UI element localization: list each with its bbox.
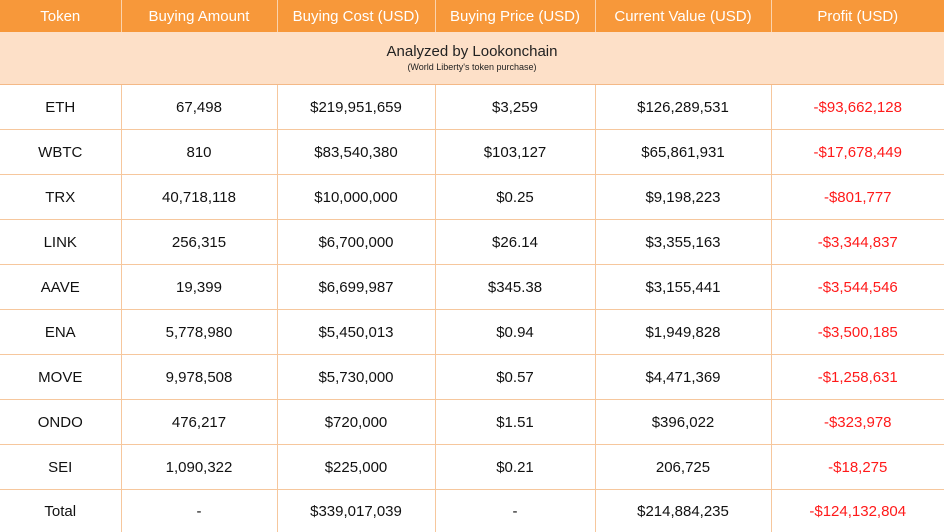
cell-current-value: $4,471,369 <box>595 355 771 400</box>
cell-token: TRX <box>0 175 121 220</box>
cell-buying-price: $0.94 <box>435 310 595 355</box>
cell-profit: -$801,777 <box>771 175 944 220</box>
cell-current-value: $9,198,223 <box>595 175 771 220</box>
cell-buying-amount: 67,498 <box>121 85 277 130</box>
cell-current-value: $1,949,828 <box>595 310 771 355</box>
cell-buying-amount: 40,718,118 <box>121 175 277 220</box>
cell-buying-cost: $6,700,000 <box>277 220 435 265</box>
cell-profit: -$3,344,837 <box>771 220 944 265</box>
cell-buying-amount: 810 <box>121 130 277 175</box>
cell-buying-amount: 1,090,322 <box>121 445 277 490</box>
cell-profit: -$17,678,449 <box>771 130 944 175</box>
cell-buying-price: $0.21 <box>435 445 595 490</box>
column-header-profit: Profit (USD) <box>771 0 944 32</box>
total-row: Total-$339,017,039-$214,884,235-$124,132… <box>0 490 944 532</box>
cell-buying-price: $103,127 <box>435 130 595 175</box>
cell-buying-price: $3,259 <box>435 85 595 130</box>
cell-buying-price: $0.57 <box>435 355 595 400</box>
table-body: Analyzed by Lookonchain (World Liberty's… <box>0 32 944 532</box>
cell-current-value: $3,355,163 <box>595 220 771 265</box>
cell-buying-price: - <box>435 490 595 532</box>
cell-buying-cost: $5,450,013 <box>277 310 435 355</box>
cell-profit: -$3,500,185 <box>771 310 944 355</box>
cell-profit: -$18,275 <box>771 445 944 490</box>
cell-buying-price: $26.14 <box>435 220 595 265</box>
cell-current-value: 206,725 <box>595 445 771 490</box>
cell-profit: -$93,662,128 <box>771 85 944 130</box>
cell-token: ETH <box>0 85 121 130</box>
cell-buying-cost: $10,000,000 <box>277 175 435 220</box>
cell-buying-price: $345.38 <box>435 265 595 310</box>
column-header-current-value: Current Value (USD) <box>595 0 771 32</box>
banner-title: Analyzed by Lookonchain <box>0 43 944 61</box>
cell-buying-amount: 9,978,508 <box>121 355 277 400</box>
cell-profit: -$323,978 <box>771 400 944 445</box>
cell-buying-cost: $83,540,380 <box>277 130 435 175</box>
column-header-token: Token <box>0 0 121 32</box>
cell-buying-amount: 5,778,980 <box>121 310 277 355</box>
cell-current-value: $126,289,531 <box>595 85 771 130</box>
cell-token: MOVE <box>0 355 121 400</box>
cell-profit: -$3,544,546 <box>771 265 944 310</box>
cell-token: WBTC <box>0 130 121 175</box>
cell-token: ONDO <box>0 400 121 445</box>
column-header-buying-price: Buying Price (USD) <box>435 0 595 32</box>
cell-current-value: $65,861,931 <box>595 130 771 175</box>
cell-buying-cost: $720,000 <box>277 400 435 445</box>
cell-buying-cost: $339,017,039 <box>277 490 435 532</box>
column-header-buying-cost: Buying Cost (USD) <box>277 0 435 32</box>
cell-token: LINK <box>0 220 121 265</box>
cell-profit: -$1,258,631 <box>771 355 944 400</box>
cell-current-value: $3,155,441 <box>595 265 771 310</box>
cell-current-value: $396,022 <box>595 400 771 445</box>
cell-profit: -$124,132,804 <box>771 490 944 532</box>
cell-buying-price: $1.51 <box>435 400 595 445</box>
column-header-buying-amount: Buying Amount <box>121 0 277 32</box>
cell-buying-cost: $225,000 <box>277 445 435 490</box>
cell-token: SEI <box>0 445 121 490</box>
cell-buying-price: $0.25 <box>435 175 595 220</box>
cell-token: AAVE <box>0 265 121 310</box>
cell-current-value: $214,884,235 <box>595 490 771 532</box>
cell-buying-amount: 19,399 <box>121 265 277 310</box>
cell-buying-amount: - <box>121 490 277 532</box>
cell-buying-cost: $6,699,987 <box>277 265 435 310</box>
banner-row: Analyzed by Lookonchain (World Liberty's… <box>0 32 944 85</box>
table-header: Token Buying Amount Buying Cost (USD) Bu… <box>0 0 944 32</box>
cell-token: ENA <box>0 310 121 355</box>
banner-cell: Analyzed by Lookonchain (World Liberty's… <box>0 32 944 85</box>
cell-buying-amount: 476,217 <box>121 400 277 445</box>
cell-buying-cost: $5,730,000 <box>277 355 435 400</box>
cell-buying-cost: $219,951,659 <box>277 85 435 130</box>
cell-buying-amount: 256,315 <box>121 220 277 265</box>
cell-token: Total <box>0 490 121 532</box>
header-row: Token Buying Amount Buying Cost (USD) Bu… <box>0 0 944 32</box>
banner-subtitle: (World Liberty's token purchase) <box>0 61 944 73</box>
